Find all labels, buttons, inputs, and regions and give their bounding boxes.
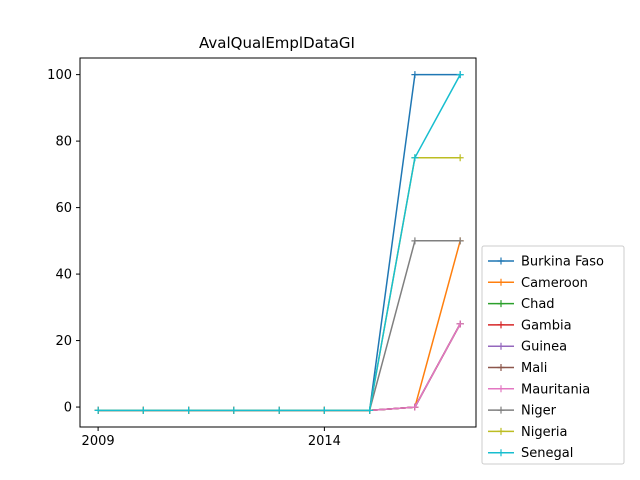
legend-label: Gambia (521, 318, 572, 333)
series-4 (94, 320, 464, 414)
series-6 (94, 320, 464, 414)
legend-label: Cameroon (521, 276, 588, 291)
chart-title: AvalQualEmplDataGI (199, 34, 355, 52)
legend-marker (497, 278, 505, 286)
legend-label: Burkina Faso (521, 255, 604, 270)
data-point (366, 406, 374, 414)
legend-marker (497, 257, 505, 265)
legend-entry: Mali (488, 361, 547, 376)
series-line (98, 323, 461, 412)
data-point (320, 406, 328, 414)
legend: Burkina Faso Cameroon Chad Gambia Guinea Mali… (481, 245, 625, 465)
series-line (98, 156, 461, 412)
legend-entry: Mauritania (488, 382, 590, 397)
legend-box (481, 245, 625, 465)
y-tick-label: 60 (55, 201, 72, 216)
series-line (98, 323, 461, 412)
series-line (98, 73, 461, 412)
legend-label: Mauritania (521, 382, 590, 397)
series-layer (94, 71, 464, 414)
legend-entry: Senegal (488, 446, 573, 461)
legend-marker (497, 406, 505, 414)
data-point (456, 320, 464, 328)
legend-label: Niger (521, 404, 557, 419)
series-line (98, 323, 461, 412)
legend-label: Senegal (521, 446, 573, 461)
plot-frame (79, 57, 477, 428)
data-point (411, 154, 419, 162)
legend-marker (497, 321, 505, 329)
legend-label: Nigeria (521, 425, 568, 440)
x-tick-label: 2014 (308, 434, 341, 449)
legend-entry: Guinea (488, 340, 567, 355)
legend-entry: Chad (488, 297, 555, 312)
series-7 (94, 237, 464, 414)
legend-marker (497, 300, 505, 308)
y-tick-label: 0 (64, 401, 72, 416)
legend-entry: Nigeria (488, 425, 568, 440)
y-tick-label: 40 (55, 268, 72, 283)
data-point (94, 406, 102, 414)
legend-marker (497, 364, 505, 371)
data-point (456, 237, 464, 245)
y-tick-label: 100 (47, 68, 72, 83)
legend-marker (497, 342, 505, 350)
series-line (98, 74, 461, 412)
series-3 (94, 320, 464, 414)
series-line (98, 240, 461, 412)
y-tick-label: 20 (55, 334, 72, 349)
data-point (411, 403, 419, 411)
data-point (185, 406, 193, 414)
series-line (98, 240, 461, 412)
data-point (411, 237, 419, 245)
data-point (456, 71, 464, 79)
series-2 (94, 320, 464, 414)
x-axis: 2009 2014 (82, 427, 341, 449)
x-tick-label: 2009 (82, 434, 115, 449)
legend-entry: Burkina Faso (488, 255, 604, 270)
series-0 (94, 71, 464, 414)
series-line (98, 323, 461, 412)
legend-label: Chad (521, 297, 555, 312)
legend-entry: Gambia (488, 318, 572, 333)
legend-entry: Cameroon (488, 276, 588, 291)
legend-marker (497, 427, 505, 435)
data-point (275, 406, 283, 414)
series-9 (94, 71, 464, 414)
series-line (98, 323, 461, 412)
data-point (230, 406, 238, 414)
data-point (411, 71, 419, 79)
y-tick-label: 80 (55, 135, 72, 150)
y-axis: 0 20 40 60 80 100 (47, 68, 80, 416)
data-point (139, 406, 147, 414)
legend-label: Guinea (521, 340, 567, 355)
data-point (456, 154, 464, 162)
series-5 (94, 320, 464, 414)
legend-marker (497, 385, 505, 393)
legend-entry: Niger (488, 404, 557, 419)
legend-label: Mali (521, 361, 547, 376)
legend-marker (497, 449, 505, 457)
